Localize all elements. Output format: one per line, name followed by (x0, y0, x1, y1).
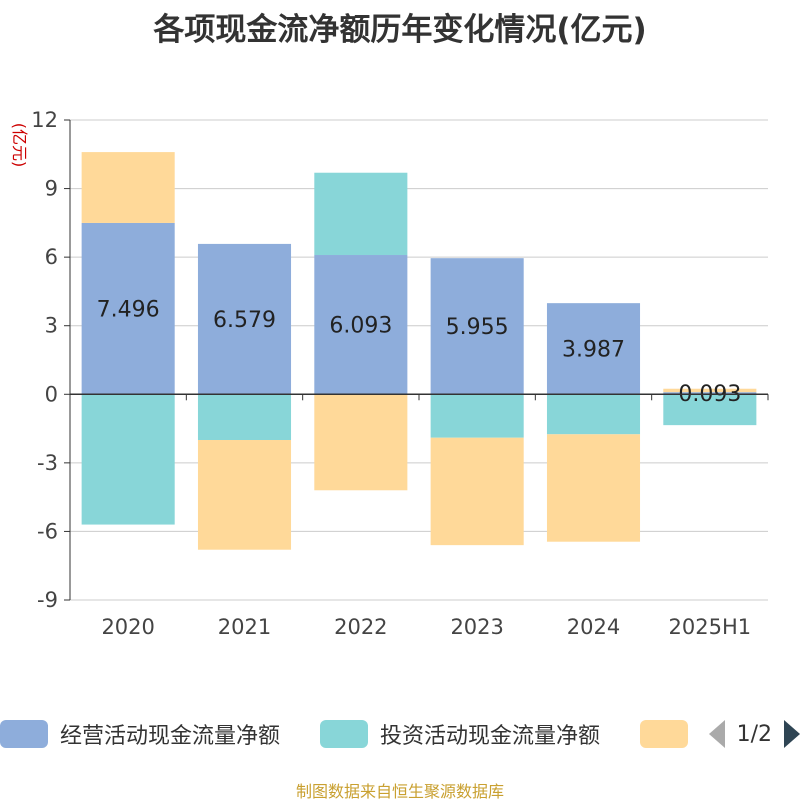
pager-next-icon[interactable] (784, 720, 800, 748)
x-tick-label-2022: 2022 (334, 615, 387, 639)
bar-2022-series-1 (314, 172, 408, 256)
bar-2020-series-0 (81, 222, 175, 395)
x-tick-label-2020: 2020 (101, 615, 154, 639)
bar-2023-series-2 (430, 437, 524, 546)
legend-item-investing[interactable]: 投资活动现金流量净额 (320, 718, 600, 750)
pager-prev-icon[interactable] (708, 720, 725, 748)
legend-label-investing: 投资活动现金流量净额 (380, 724, 601, 749)
bar-2023-series-0 (430, 258, 524, 395)
legend-swatch-investing (320, 720, 368, 748)
legend-swatch-financing (640, 720, 688, 748)
y-tick-label: -6 (37, 519, 58, 543)
plot-area: 12 9 6 3 0 -3 -6 -9 (亿元) 7.496 6.579 6.093 5.955 3.98… (10, 108, 769, 639)
bar-2025H1-series-2 (663, 388, 757, 393)
legend-swatch-operating (0, 720, 48, 748)
y-tick-label: -3 (37, 451, 58, 475)
y-axis-unit-label: (亿元) (10, 123, 29, 168)
data-label-2021: 6.579 (213, 308, 276, 333)
data-label-2022: 6.093 (329, 314, 392, 339)
data-label-2024: 3.987 (562, 338, 625, 363)
x-tick-label-2025H1: 2025H1 (669, 615, 752, 639)
bar-2020-series-1 (81, 394, 175, 525)
y-tick-label: 3 (45, 314, 58, 338)
y-tick-label: 9 (45, 177, 58, 201)
bar-2021-series-1 (197, 394, 292, 440)
legend: 经营活动现金流量净额 投资活动现金流量净额 1/2 (0, 714, 800, 754)
bar-2021-series-0 (197, 243, 292, 395)
y-tick-label: -9 (37, 588, 58, 612)
bar-2025H1-series-1 (663, 394, 757, 426)
data-label-2023: 5.955 (446, 315, 509, 340)
bar-2024-series-1 (546, 394, 641, 435)
bar-2024-series-0 (546, 303, 641, 395)
bar-2021-series-2 (197, 440, 292, 550)
bar-2022-series-2 (314, 394, 408, 491)
x-tick-label-2021: 2021 (218, 615, 271, 639)
x-tick-label-2024: 2024 (567, 615, 620, 639)
y-tick-label: 12 (31, 108, 58, 132)
legend-label-operating: 经营活动现金流量净额 (60, 724, 281, 749)
bar-2024-series-2 (546, 434, 641, 542)
legend-pager: 1/2 (708, 718, 800, 750)
legend-item-operating[interactable]: 经营活动现金流量净额 (0, 718, 280, 750)
pager-text: 1/2 (736, 721, 772, 747)
x-tick-label-2023: 2023 (450, 615, 503, 639)
legend-item-financing[interactable] (640, 718, 700, 750)
y-tick-label: 0 (45, 382, 58, 406)
bar-2020-series-2 (81, 152, 175, 223)
y-tick-label: 6 (45, 245, 58, 269)
source-note: 制图数据来自恒生聚源数据库 (295, 782, 504, 801)
data-label-2020: 7.496 (97, 298, 160, 323)
bar-2023-series-1 (430, 394, 524, 438)
bar-2025H1-series-0 (663, 392, 757, 395)
chart-title: 各项现金流净额历年变化情况(亿元) (153, 12, 647, 48)
bar-2022-series-0 (314, 255, 408, 395)
